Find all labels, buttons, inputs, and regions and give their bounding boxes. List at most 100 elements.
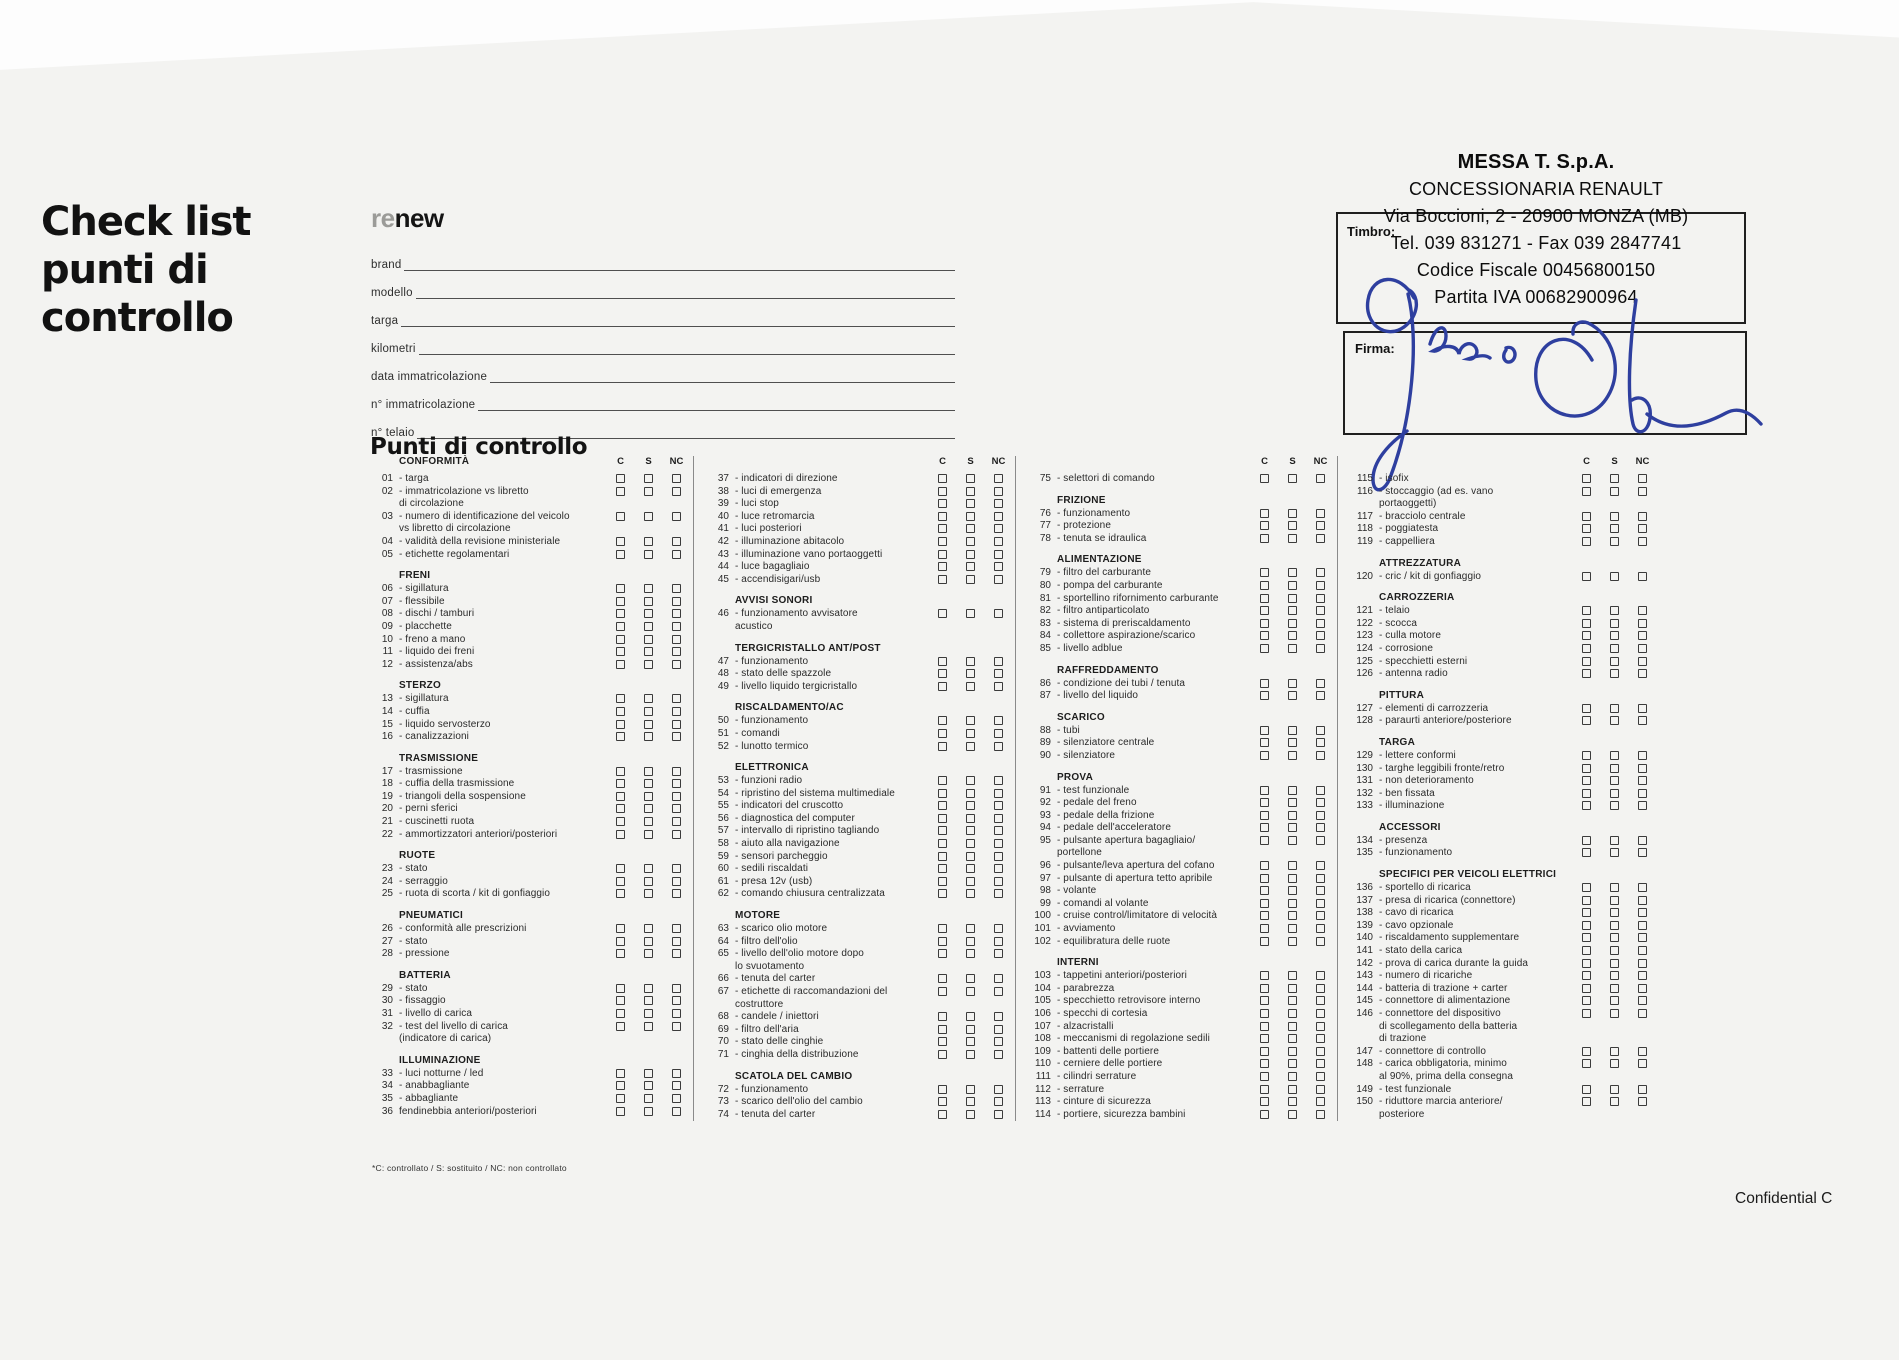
item-number: 145 <box>1356 995 1373 1007</box>
checkbox-s <box>966 669 975 679</box>
item-number: 139 <box>1356 919 1373 931</box>
checkbox-s <box>1288 1034 1297 1044</box>
checkbox-group <box>1260 911 1325 921</box>
checkbox-c <box>1582 895 1591 905</box>
checkbox-c <box>616 1081 625 1091</box>
form-field: targa <box>371 299 955 327</box>
item-number: 53 <box>717 775 729 787</box>
checkbox-nc <box>1638 1009 1647 1018</box>
checkbox-nc <box>994 669 1003 679</box>
checklist-item: 77 - protezione <box>1029 520 1325 533</box>
checklist-item: 57 - intervallo di ripristino tagliando <box>707 825 1003 838</box>
checklist-item: 50 - funzionamento <box>707 715 1003 728</box>
checklist-item: 92 - pedale del freno <box>1029 797 1325 810</box>
checkbox-nc <box>994 826 1003 836</box>
item-label: - battenti delle portiere <box>1057 1045 1160 1057</box>
checklist-item: 56 - diagnostica del computer <box>707 813 1003 826</box>
checkbox-c <box>616 817 625 827</box>
checkbox-header: C S NC <box>1260 456 1327 467</box>
checklist-item: 90 - silenziatore <box>1029 750 1325 763</box>
checkbox-s <box>1610 1009 1619 1018</box>
checkbox-group <box>1582 788 1647 798</box>
item-number: 01 <box>381 473 393 484</box>
checkbox-c <box>938 574 947 584</box>
item-number: 127 <box>1356 702 1373 714</box>
item-label: - tenuta del carter <box>735 973 816 985</box>
checkbox-s <box>644 549 653 559</box>
checkbox-group <box>1582 703 1647 713</box>
item-number: 80 <box>1039 579 1051 591</box>
item-number: 13 <box>381 693 393 705</box>
checkbox-c <box>1260 823 1269 833</box>
checkbox-c <box>1260 886 1269 896</box>
checkbox-c <box>1582 801 1591 811</box>
checkbox-c <box>616 779 625 789</box>
item-number: 66 <box>717 973 729 985</box>
item-label: - pulsante di apertura tetto apribile <box>1057 872 1213 884</box>
section-title: CONFORMITÀ <box>399 456 470 467</box>
checkbox-c <box>1260 725 1269 735</box>
item-label: - antenna radio <box>1379 668 1448 680</box>
checkbox-nc <box>672 694 681 704</box>
item-label: - livello del liquido <box>1057 690 1139 702</box>
section-title: RUOTE <box>399 850 436 862</box>
checkbox-c <box>1260 1034 1269 1044</box>
item-label: - ammortizzatori anteriori/posteriori <box>399 828 558 840</box>
checkbox-s <box>644 889 653 899</box>
checkbox-c <box>1260 618 1269 628</box>
checkbox-c <box>1582 763 1591 773</box>
checkbox-c <box>938 813 947 823</box>
checkbox-s <box>966 609 975 619</box>
item-label: - indicatori del cruscotto <box>735 800 844 812</box>
item-number: 104 <box>1034 982 1051 994</box>
legend-footnote: *C: controllato / S: sostituito / NC: no… <box>372 1163 567 1173</box>
checkbox-group <box>616 791 681 801</box>
checkbox-nc <box>1316 873 1325 883</box>
checkbox-group <box>1582 486 1647 496</box>
item-label: - sigillatura <box>399 693 449 705</box>
item-number: 143 <box>1356 970 1373 982</box>
checkbox-group <box>938 669 1003 679</box>
checkbox-group <box>1260 835 1325 845</box>
checklist-item: 91 - test funzionale <box>1029 785 1325 798</box>
checkbox-s <box>1288 533 1297 543</box>
checkbox-c <box>1582 536 1591 546</box>
checklist-item: 31 - livello di carica <box>371 1008 681 1021</box>
checkbox-c <box>938 776 947 786</box>
checkbox-nc <box>1316 1097 1325 1107</box>
checklist-item: 60 - sedili riscaldati <box>707 863 1003 876</box>
item-label: - pedale della frizione <box>1057 809 1155 821</box>
item-number: 39 <box>717 498 729 510</box>
checkbox-nc <box>994 524 1003 534</box>
checkbox-s <box>966 728 975 738</box>
checkbox-c <box>938 864 947 874</box>
checkbox-nc <box>672 1081 681 1091</box>
checkbox-s <box>644 634 653 644</box>
section-title: ELETTRONICA <box>735 762 809 774</box>
checkbox-s <box>644 609 653 619</box>
checkbox-nc <box>1638 776 1647 786</box>
checklist-item: 02 - immatricolazione vs libretto di circ… <box>371 486 681 511</box>
checkbox-group <box>1260 1021 1325 1031</box>
item-number: 34 <box>381 1080 393 1092</box>
checkbox-nc <box>1316 911 1325 921</box>
checkbox-nc <box>1638 996 1647 1006</box>
section-title: ALIMENTAZIONE <box>1057 554 1142 566</box>
checklist-item: 113 - cinture di sicurezza <box>1029 1096 1325 1109</box>
checklist-item: 94 - pedale dell'acceleratore <box>1029 822 1325 835</box>
item-label: - ben fissata <box>1379 787 1435 799</box>
checkbox-c <box>938 474 947 483</box>
checkbox-group <box>616 1093 681 1103</box>
checkbox-c <box>1260 691 1269 701</box>
item-number: 42 <box>717 535 729 547</box>
item-label: - cric / kit di gonfiaggio <box>1379 570 1482 582</box>
item-number: 52 <box>717 740 729 752</box>
item-number: 36 <box>381 1105 393 1117</box>
section-title: CARROZZERIA <box>1379 592 1455 604</box>
item-number: 57 <box>717 825 729 837</box>
item-number: 24 <box>381 875 393 887</box>
item-label: - filtro antiparticolato <box>1057 605 1150 617</box>
checkbox-group <box>1582 895 1647 905</box>
checkbox-c <box>1582 971 1591 981</box>
checkbox-c <box>616 996 625 1006</box>
